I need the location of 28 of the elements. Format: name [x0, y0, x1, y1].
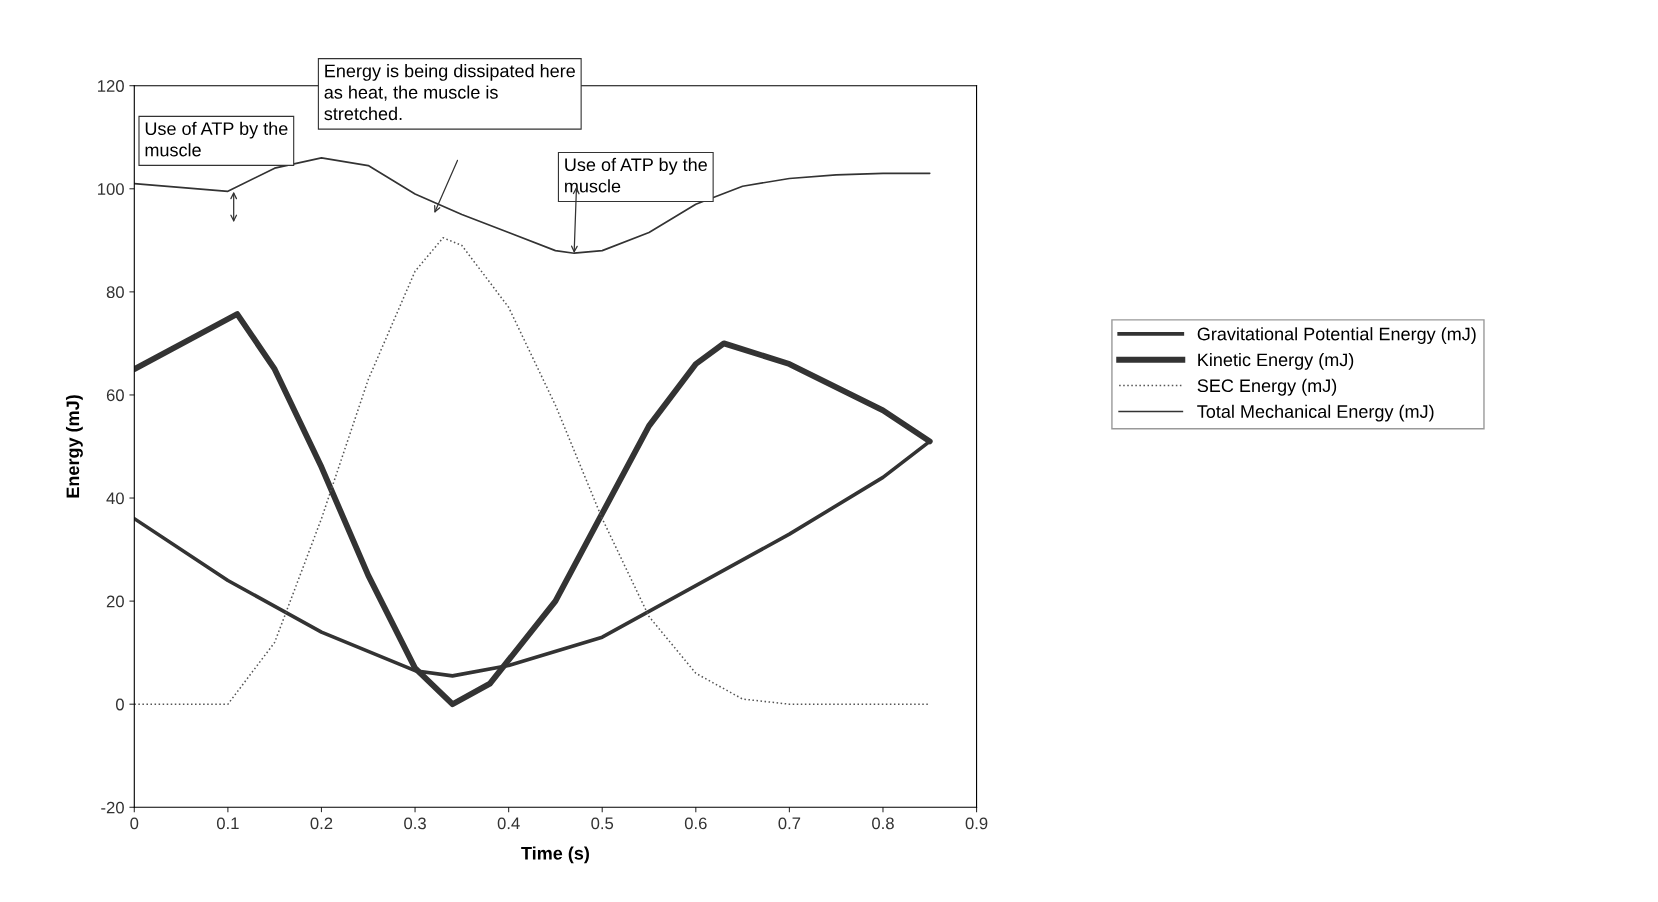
y-tick-label: 20: [106, 595, 124, 608]
y-tick-label: 60: [106, 389, 124, 402]
x-tick-label: 0.5: [591, 817, 614, 830]
y-tick-label: 100: [98, 183, 124, 195]
y-tick-label: 40: [106, 492, 124, 505]
legend-label: Kinetic Energy (mJ): [1198, 352, 1354, 370]
x-tick-label: 0.6: [684, 817, 707, 830]
x-tick-label: 0: [130, 817, 139, 830]
y-tick-label: -20: [101, 801, 124, 814]
x-tick-label: 0.7: [778, 817, 801, 830]
x-tick-label: 0.9: [965, 817, 988, 830]
x-tick-label: 0.3: [404, 817, 426, 830]
y-tick-label: 80: [106, 286, 124, 299]
annotation: Use of ATP by the muscle: [565, 157, 707, 193]
x-tick-label: 0.8: [872, 817, 894, 830]
y-tick-label: 120: [98, 80, 124, 92]
legend-label: Gravitational Potential Energy (mJ): [1197, 327, 1476, 344]
x-tick-label: 0.4: [497, 817, 520, 830]
x-tick-label: 0.2: [310, 817, 333, 830]
y-tick-label: 0: [115, 698, 124, 711]
annotation: Energy is being dissipated here as heat, the muscle is stretched.: [324, 64, 575, 121]
legend-label: Total Mechanical Energy (mJ): [1197, 404, 1434, 422]
legend-label: SEC Energy (mJ): [1197, 378, 1337, 396]
x-tick-label: 0.1: [216, 817, 239, 830]
y-axis-title: Energy (mJ): [65, 395, 83, 498]
x-axis-title: Time (s): [521, 846, 589, 864]
annotation: Use of ATP by the muscle: [145, 121, 288, 157]
line-series: [134, 236, 931, 705]
